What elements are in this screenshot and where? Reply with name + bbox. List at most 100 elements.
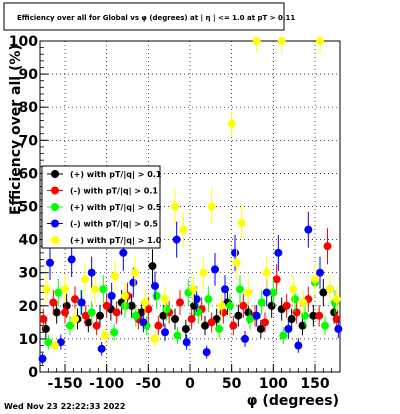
data-point bbox=[189, 285, 198, 294]
data-point bbox=[246, 315, 254, 324]
data-point bbox=[315, 311, 324, 320]
data-point bbox=[204, 295, 213, 304]
data-point bbox=[309, 311, 318, 320]
data-point bbox=[51, 341, 59, 350]
data-point bbox=[112, 308, 121, 317]
data-point bbox=[257, 298, 266, 307]
data-point bbox=[144, 305, 153, 314]
data-point bbox=[262, 268, 271, 277]
y-tick-label: 60 bbox=[19, 166, 39, 182]
data-point bbox=[181, 324, 190, 333]
data-point bbox=[152, 291, 161, 300]
x-tick-label: 100 bbox=[259, 376, 288, 392]
data-point bbox=[71, 315, 79, 324]
y-tick-label: 30 bbox=[19, 266, 39, 282]
data-point bbox=[294, 341, 303, 350]
data-point bbox=[161, 328, 169, 337]
axis-ticks: -150 -100 -50 0 50 100 150 0 10 20 30 40 50 60 70 80 90 1… bbox=[9, 34, 341, 392]
data-point bbox=[326, 285, 334, 294]
legend-label: (+) with pT/|q| > 0.5 bbox=[70, 203, 162, 212]
data-point bbox=[131, 311, 140, 320]
data-point bbox=[159, 311, 168, 320]
data-point bbox=[141, 298, 149, 307]
data-point bbox=[81, 311, 90, 320]
data-point bbox=[226, 301, 234, 310]
legend-marker bbox=[51, 170, 59, 178]
legend-label: (-) with pT/|q| > 0.5 bbox=[70, 220, 158, 229]
data-point bbox=[229, 321, 238, 330]
y-tick-label: 100 bbox=[9, 34, 38, 50]
data-point bbox=[207, 202, 216, 211]
data-point bbox=[187, 315, 196, 324]
data-point bbox=[172, 235, 181, 244]
data-point bbox=[319, 288, 328, 297]
data-point bbox=[289, 285, 298, 294]
data-point bbox=[301, 311, 309, 320]
data-point bbox=[323, 242, 332, 251]
data-point bbox=[173, 331, 182, 340]
timestamp: Wed Nov 23 22:22:33 2022 bbox=[4, 402, 125, 411]
data-point bbox=[199, 268, 208, 277]
data-point bbox=[277, 37, 286, 45]
data-point bbox=[234, 311, 243, 320]
data-point bbox=[207, 318, 216, 327]
data-point bbox=[194, 308, 203, 317]
data-point bbox=[227, 119, 236, 128]
y-axis-label: Efficiency over all (%) bbox=[8, 44, 24, 215]
data-point bbox=[154, 321, 163, 330]
x-tick-label: 0 bbox=[185, 376, 195, 392]
data-point bbox=[151, 334, 159, 343]
legend-marker bbox=[51, 203, 59, 211]
data-point bbox=[321, 321, 329, 330]
series-group bbox=[39, 228, 341, 336]
data-point bbox=[131, 268, 139, 277]
data-point bbox=[287, 315, 296, 324]
data-point bbox=[252, 311, 261, 320]
data-point bbox=[261, 318, 269, 327]
x-axis-label: φ (degrees) bbox=[247, 393, 339, 409]
data-point bbox=[101, 331, 109, 340]
data-point bbox=[272, 275, 281, 284]
x-tick-label: 50 bbox=[222, 376, 242, 392]
data-point bbox=[311, 275, 319, 284]
data-point bbox=[42, 285, 51, 294]
data-point bbox=[262, 288, 271, 297]
data-point bbox=[237, 219, 246, 228]
y-tick-label: 80 bbox=[19, 100, 39, 116]
data-point bbox=[91, 285, 99, 294]
data-point bbox=[92, 321, 101, 330]
data-point bbox=[244, 288, 253, 297]
y-tick-label: 40 bbox=[19, 233, 39, 249]
series-group bbox=[42, 37, 341, 353]
x-tick-label: -50 bbox=[136, 376, 162, 392]
data-point bbox=[96, 311, 104, 320]
data-point bbox=[71, 295, 79, 304]
data-point bbox=[97, 344, 106, 353]
data-point bbox=[127, 301, 136, 310]
data-point bbox=[332, 295, 341, 304]
data-point bbox=[87, 308, 96, 317]
chart-title: Efficiency over all for Global vs φ (deg… bbox=[17, 14, 295, 23]
legend-marker bbox=[51, 236, 59, 244]
data-point bbox=[316, 268, 324, 277]
data-point bbox=[81, 275, 89, 284]
legend-label: (+) with pT/|q| > 1.0 bbox=[70, 236, 162, 245]
data-point bbox=[217, 301, 226, 310]
data-point bbox=[87, 268, 96, 277]
legend-marker bbox=[51, 186, 59, 195]
data-point bbox=[252, 37, 261, 45]
data-point bbox=[171, 202, 179, 211]
data-point bbox=[52, 308, 61, 317]
data-point bbox=[211, 265, 219, 274]
data-point bbox=[269, 288, 278, 297]
data-point bbox=[49, 298, 58, 307]
title-box bbox=[3, 2, 285, 31]
data-point bbox=[239, 301, 248, 310]
data-point bbox=[176, 298, 184, 307]
data-point bbox=[148, 262, 157, 271]
data-point bbox=[236, 285, 244, 294]
data-point bbox=[221, 285, 229, 294]
data-point bbox=[162, 305, 171, 314]
data-point bbox=[299, 298, 308, 307]
data-point bbox=[334, 324, 343, 333]
